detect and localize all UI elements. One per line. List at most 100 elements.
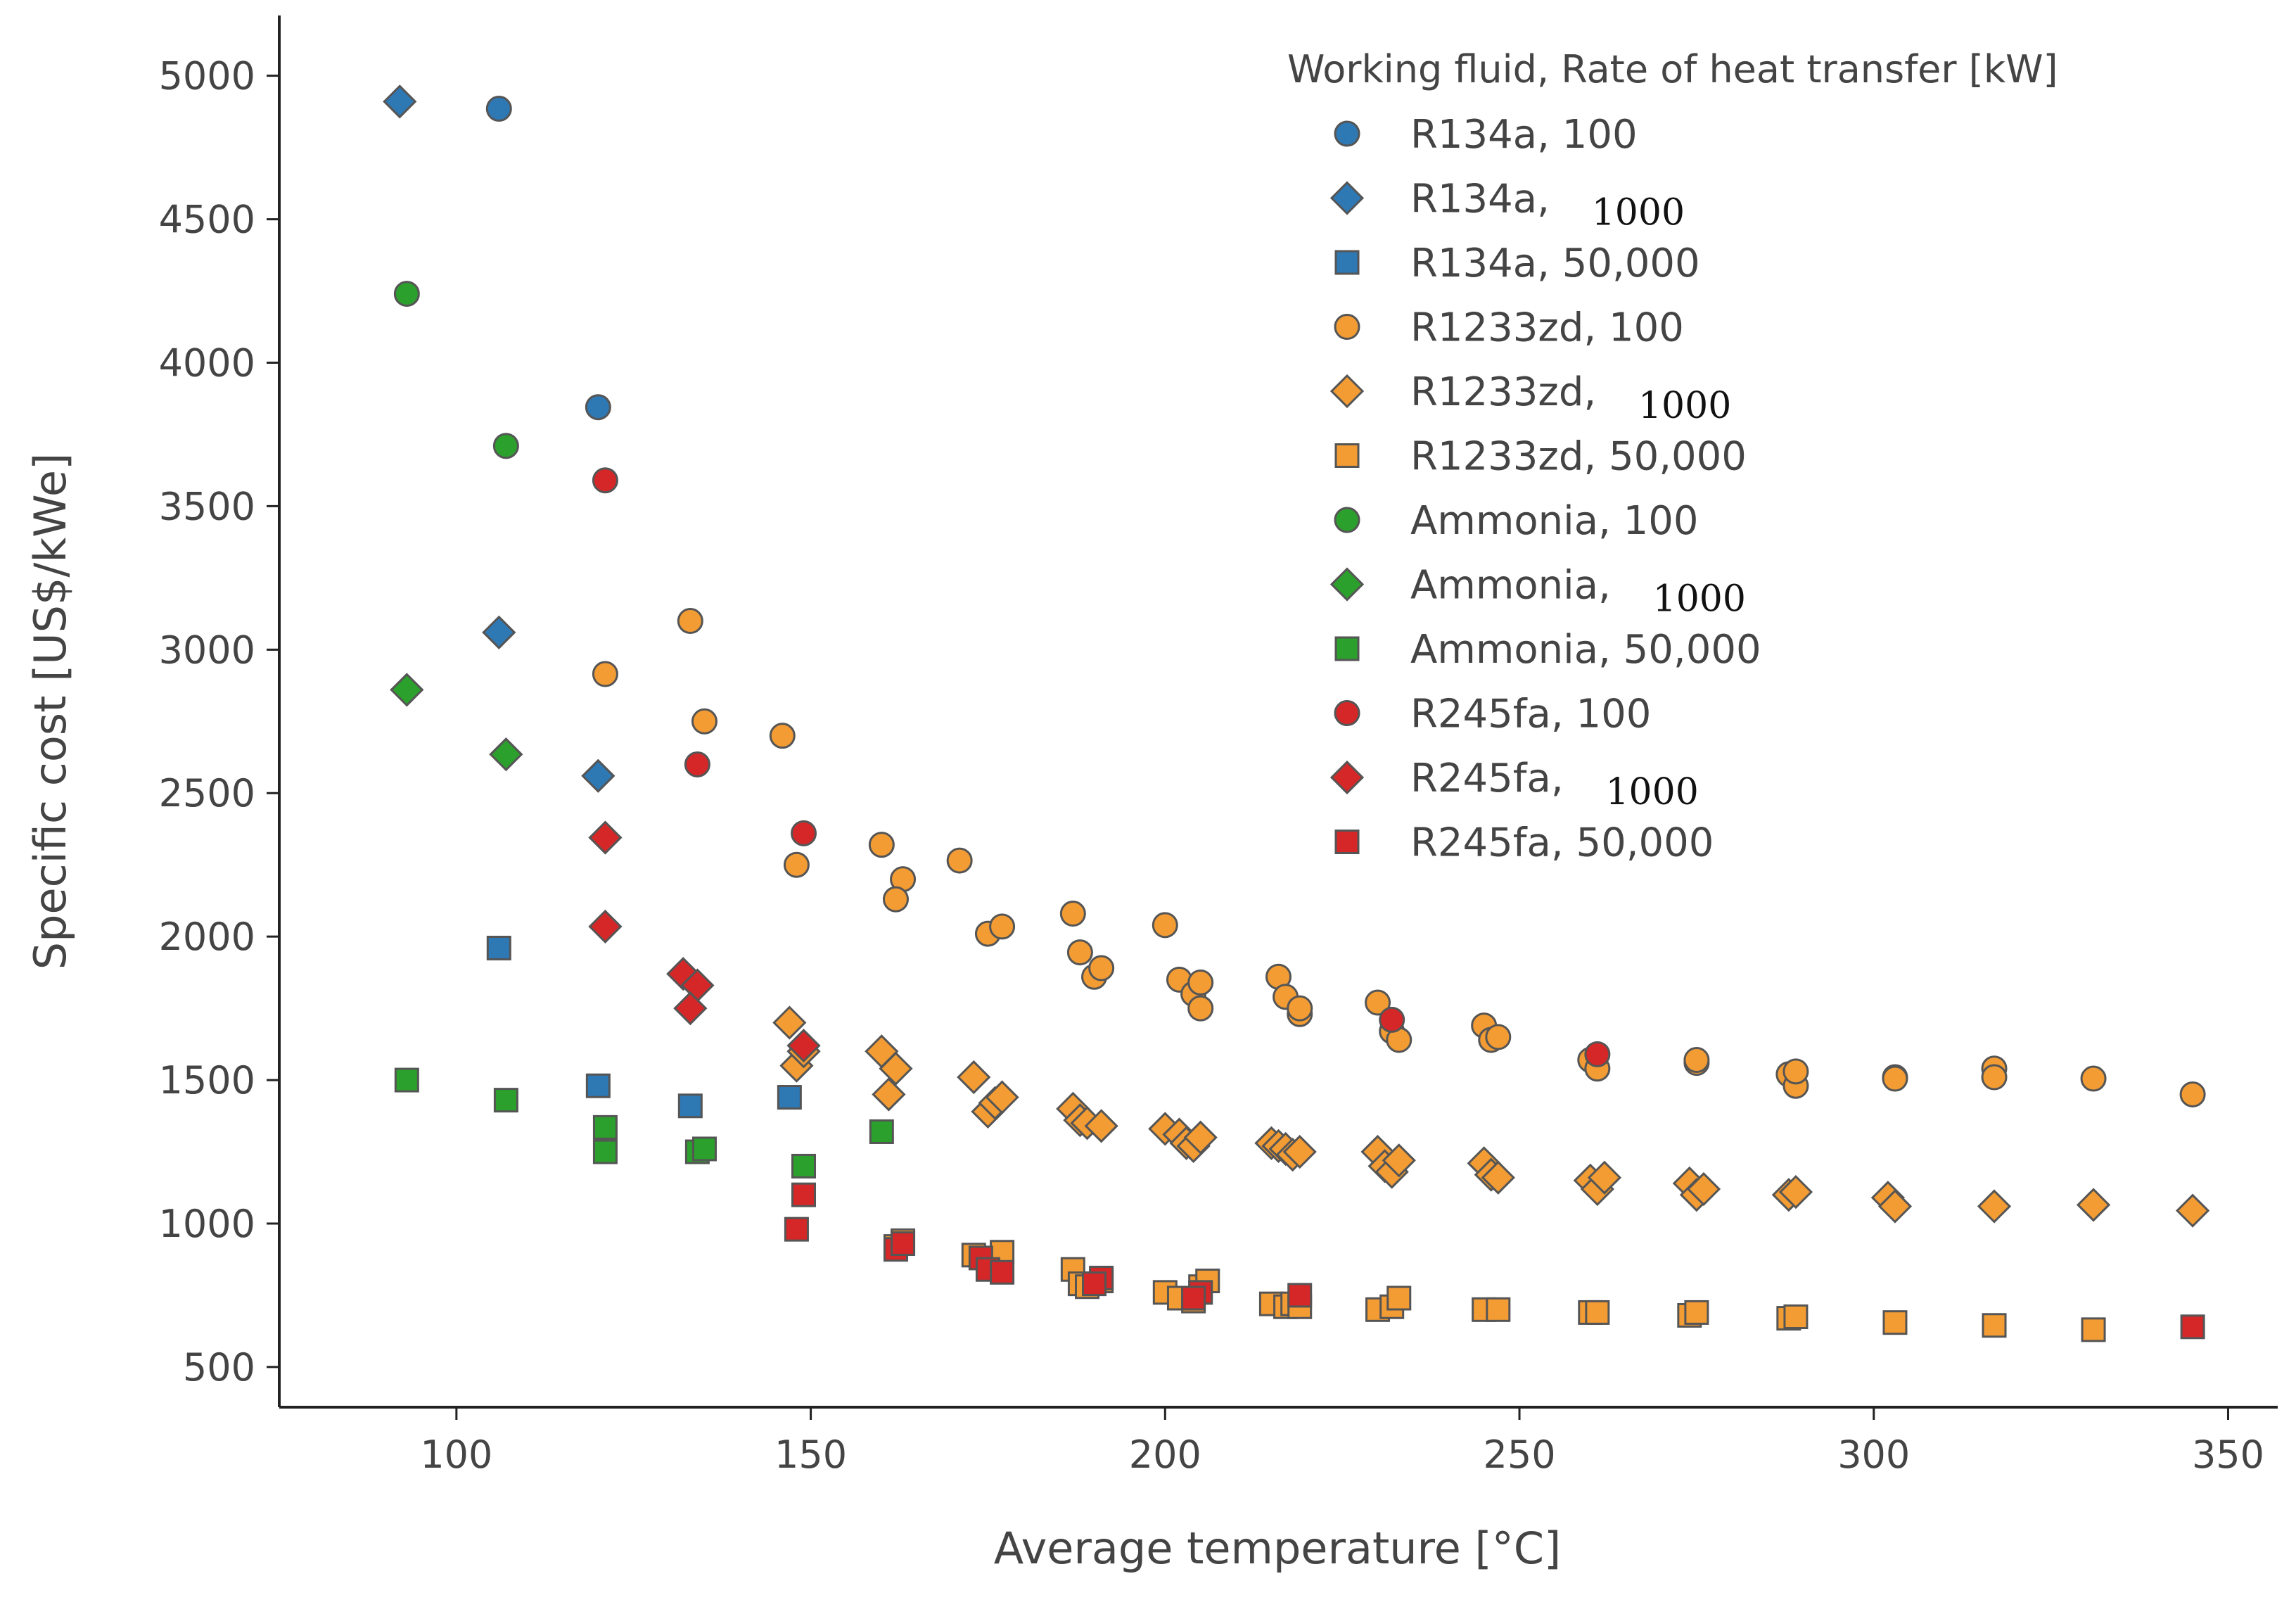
y-tick-label: 2000 (159, 915, 255, 959)
data-point (592, 1114, 618, 1140)
data-point (1587, 1160, 1622, 1195)
data-point (691, 1136, 717, 1162)
data-point (588, 820, 623, 855)
x-tick-label: 150 (774, 1433, 847, 1477)
data-point (585, 394, 611, 421)
legend-rate: 50,000 (1624, 627, 1761, 673)
data-point (769, 723, 796, 749)
data-point (772, 1005, 807, 1040)
data-point (1059, 901, 1086, 927)
legend: Working fluid, Rate of heat transfer [kW… (1287, 47, 2058, 866)
legend-rate: 100 (1609, 305, 1684, 351)
series-r245fa-100 (592, 467, 1611, 1067)
legend-marker (1334, 636, 1360, 661)
legend-marker (1334, 443, 1360, 468)
data-point (1585, 1300, 1610, 1325)
legend-fluid: R1233zd, (1410, 369, 1609, 415)
legend-item: R1233zd, 100 (1334, 305, 1684, 351)
legend-label: Ammonia, 1000 (1410, 563, 1746, 621)
data-point (872, 1077, 906, 1112)
legend-rate: 1000 (1605, 771, 1698, 813)
legend-item: Ammonia, 50,000 (1334, 627, 1761, 673)
legend-fluid: R134a, (1410, 241, 1562, 286)
legend-label: R134a, 50,000 (1410, 241, 1700, 286)
data-point (1683, 1047, 1710, 1074)
data-point (684, 751, 710, 777)
data-point (1584, 1041, 1611, 1067)
legend-marker (1334, 314, 1360, 340)
data-point (879, 1051, 913, 1086)
series-ammonia-50000 (394, 1067, 894, 1179)
legend-marker (1334, 507, 1360, 533)
legend-rate: 50,000 (1576, 820, 1714, 866)
data-point (1882, 1065, 1908, 1092)
data-point (592, 661, 618, 687)
y-tick-label: 3000 (159, 628, 255, 672)
data-point (1382, 1143, 1416, 1178)
data-point (786, 1029, 821, 1063)
data-point (592, 467, 618, 494)
legend-fluid: R245fa, (1410, 756, 1576, 801)
legend-item: R1233zd, 50,000 (1334, 434, 1747, 480)
data-point (946, 847, 973, 874)
data-point (985, 1080, 1019, 1114)
data-point (394, 1067, 419, 1093)
x-tick-label: 300 (1837, 1433, 1910, 1477)
data-point (1481, 1160, 1515, 1195)
data-point (393, 281, 420, 307)
legend-fluid: Ammonia, (1410, 563, 1624, 609)
legend-label: R1233zd, 100 (1410, 305, 1684, 351)
data-point (1981, 1064, 2008, 1091)
data-point (2179, 1081, 2206, 1107)
data-point (592, 1139, 618, 1164)
axes (278, 15, 2278, 1409)
data-point (1778, 1175, 1813, 1209)
series-r134a-50000 (486, 935, 802, 1119)
legend-item: Ammonia, 1000 (1329, 563, 1746, 621)
data-point (989, 913, 1016, 940)
legend-label: R1233zd, 50,000 (1410, 434, 1747, 480)
legend-marker (1334, 120, 1360, 147)
legend-label: Ammonia, 100 (1410, 498, 1699, 544)
data-point (489, 737, 523, 772)
data-point (1066, 939, 1093, 966)
data-point (390, 673, 424, 707)
legend-item: R245fa, 1000 (1329, 756, 1699, 813)
data-point (493, 1088, 518, 1113)
data-point (1082, 1271, 1107, 1297)
data-point (691, 708, 718, 735)
data-point (1877, 1189, 1913, 1224)
data-point (383, 84, 417, 119)
series-ammonia-100 (393, 281, 519, 459)
legend-label: Ammonia, 50,000 (1410, 627, 1761, 673)
legend-fluid: R245fa, (1410, 692, 1576, 737)
data-point (673, 991, 708, 1026)
legend-fluid: R134a, (1410, 177, 1562, 222)
data-point (1287, 995, 1313, 1022)
y-tick-label: 2500 (159, 771, 255, 815)
data-point (2081, 1317, 2106, 1342)
y-tick-label: 500 (183, 1345, 255, 1390)
data-point (1379, 1006, 1405, 1033)
data-point (1882, 1310, 1908, 1335)
legend-fluid: Ammonia, (1410, 498, 1624, 544)
x-tick-label: 250 (1483, 1433, 1555, 1477)
legend-fluid: R1233zd, (1410, 434, 1609, 480)
legend-rate: 50,000 (1562, 241, 1700, 286)
series-r245fa-50000 (784, 1182, 2205, 1340)
data-point (784, 1217, 809, 1242)
data-point (1485, 1024, 1512, 1050)
y-tick-label: 4000 (159, 341, 255, 385)
legend-rate: 50,000 (1609, 434, 1747, 480)
legend-fluid: R134a, (1410, 112, 1562, 158)
data-point (882, 886, 909, 913)
legend-marker (1329, 374, 1365, 409)
legend-item: R1233zd, 1000 (1329, 369, 1731, 427)
data-point (1386, 1285, 1412, 1311)
data-point (1982, 1313, 2007, 1338)
y-tick-label: 1000 (159, 1202, 255, 1246)
data-point (581, 758, 616, 793)
data-point (868, 832, 895, 858)
legend-marker (1334, 250, 1360, 275)
